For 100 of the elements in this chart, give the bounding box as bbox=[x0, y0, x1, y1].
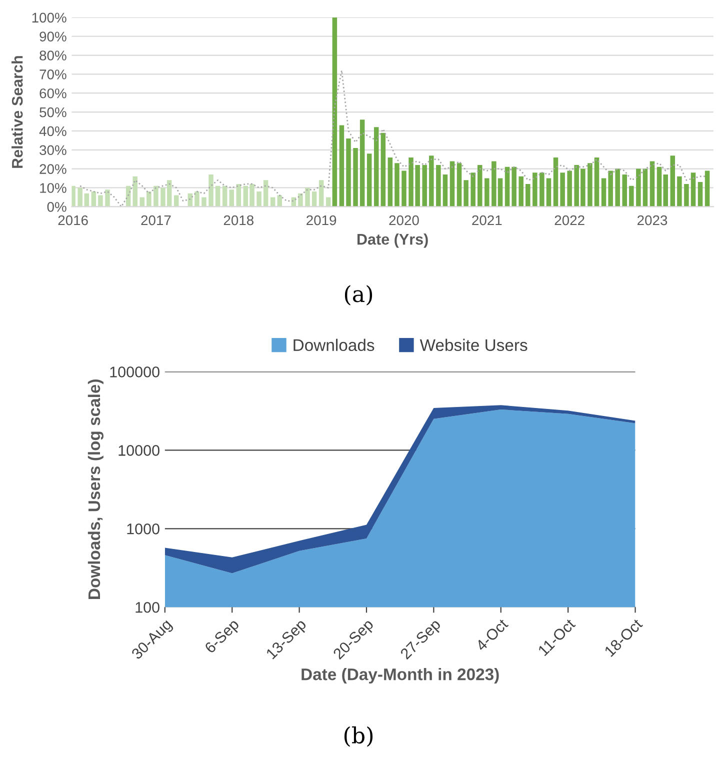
bar bbox=[270, 197, 276, 207]
bar bbox=[402, 170, 406, 207]
x-tick-label: 2022 bbox=[554, 215, 584, 226]
bar bbox=[636, 168, 641, 207]
bar bbox=[380, 132, 386, 207]
bar bbox=[526, 184, 530, 207]
bar bbox=[222, 186, 228, 207]
bar bbox=[353, 148, 358, 207]
bar bbox=[215, 186, 220, 207]
bar bbox=[202, 197, 206, 207]
bar bbox=[436, 165, 441, 207]
y-tick-label: 10% bbox=[40, 183, 66, 193]
bar bbox=[332, 17, 338, 207]
bar bbox=[78, 188, 82, 207]
bar bbox=[305, 188, 310, 207]
y-axis-title: Relative Search bbox=[12, 56, 23, 168]
x-axis-title: Date (Yrs) bbox=[357, 233, 428, 248]
y-tick-label: 80% bbox=[40, 50, 66, 60]
bar bbox=[684, 184, 689, 207]
x-tick-label: 2021 bbox=[472, 215, 502, 226]
bar bbox=[456, 163, 462, 207]
bar bbox=[429, 156, 434, 207]
bar bbox=[140, 197, 145, 207]
line-series bbox=[79, 70, 708, 207]
bar bbox=[450, 161, 455, 207]
bar bbox=[608, 170, 613, 207]
text: (a) bbox=[344, 285, 372, 306]
text: (b) bbox=[344, 726, 373, 747]
x-axis-title: Date (Day-Month in 2023) bbox=[302, 668, 499, 684]
bar bbox=[132, 176, 138, 207]
bar bbox=[374, 127, 379, 207]
y-tick-label: 10000 bbox=[118, 445, 160, 456]
y-tick-label: 100000 bbox=[110, 366, 160, 378]
bar bbox=[366, 154, 372, 207]
bar bbox=[229, 190, 234, 207]
x-tick-label: 2018 bbox=[224, 215, 254, 226]
y-tick-label: 100 bbox=[136, 602, 160, 613]
bar bbox=[388, 157, 393, 207]
bar bbox=[146, 192, 152, 207]
y-tick-label: 40% bbox=[39, 126, 66, 136]
bar bbox=[629, 186, 634, 207]
legend-label: Website Users bbox=[420, 338, 528, 352]
x-tick-label: 2019 bbox=[306, 215, 336, 226]
y-tick-label: 1000 bbox=[127, 524, 160, 534]
bar bbox=[567, 170, 572, 207]
bar bbox=[594, 157, 600, 207]
x-tick-label: 2017 bbox=[141, 215, 171, 226]
y-tick-label: 30% bbox=[40, 145, 66, 156]
bar bbox=[154, 186, 158, 207]
y-tick-label: 60% bbox=[40, 88, 66, 98]
bar bbox=[326, 197, 331, 207]
bar bbox=[601, 178, 606, 207]
bar bbox=[615, 168, 620, 207]
y-tick-label: 0% bbox=[47, 202, 66, 212]
bar bbox=[318, 180, 324, 207]
bar bbox=[532, 172, 538, 207]
bar bbox=[339, 125, 344, 207]
bar bbox=[72, 186, 76, 207]
bar bbox=[442, 174, 448, 207]
bar bbox=[208, 174, 214, 207]
bar bbox=[512, 166, 516, 207]
x-tick-label: 2023 bbox=[638, 215, 668, 226]
bar bbox=[622, 174, 627, 207]
bar bbox=[690, 172, 696, 207]
bar bbox=[588, 163, 592, 207]
y-tick-label: 50% bbox=[40, 107, 66, 118]
bar bbox=[478, 165, 482, 207]
bar bbox=[256, 192, 262, 207]
bar bbox=[394, 163, 400, 207]
bar bbox=[464, 180, 468, 207]
bar bbox=[422, 165, 427, 207]
legend-label: Downloads bbox=[294, 338, 374, 352]
bar bbox=[518, 176, 524, 207]
y-tick-label: 100% bbox=[32, 12, 66, 23]
y-tick-label: 70% bbox=[40, 70, 66, 80]
bar bbox=[670, 156, 676, 207]
x-tick-label: 2020 bbox=[389, 215, 419, 226]
bar bbox=[484, 178, 490, 207]
bar bbox=[704, 170, 710, 207]
bar bbox=[105, 190, 110, 207]
x-tick-label: 2016 bbox=[58, 215, 88, 226]
bar bbox=[470, 172, 476, 207]
bar bbox=[546, 178, 552, 207]
y-axis-title: Dowloads, Users (log scale) bbox=[88, 380, 104, 599]
bar bbox=[504, 166, 510, 207]
bar bbox=[650, 161, 655, 207]
bar bbox=[677, 176, 682, 207]
bar bbox=[540, 172, 544, 207]
bar bbox=[346, 138, 351, 207]
bar bbox=[298, 193, 303, 207]
bar bbox=[698, 182, 703, 207]
bar bbox=[263, 180, 268, 207]
bar bbox=[360, 120, 365, 207]
bar bbox=[312, 192, 317, 207]
y-tick-label: 20% bbox=[40, 164, 66, 174]
bar bbox=[553, 157, 558, 207]
bar bbox=[642, 168, 648, 207]
bar bbox=[98, 195, 103, 207]
y-tick-label: 90% bbox=[40, 32, 66, 42]
bar bbox=[194, 192, 200, 207]
